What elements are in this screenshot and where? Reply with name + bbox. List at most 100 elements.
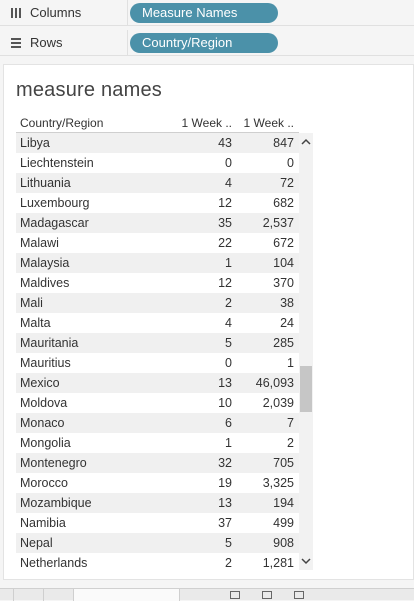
tab-nav-first[interactable] [0, 589, 14, 601]
chevron-up-icon[interactable] [299, 135, 313, 149]
table-row[interactable]: Namibia 37 499 [16, 513, 299, 533]
table-row[interactable]: Malawi 22 672 [16, 233, 299, 253]
cell-measure-1: 6 [225, 416, 232, 430]
vertical-scrollbar[interactable] [299, 133, 313, 570]
cell-country-region: Monaco [20, 416, 65, 430]
cell-measure-1: 0 [225, 356, 232, 370]
header-country-region[interactable]: Country/Region [20, 115, 104, 130]
cell-measure-1: 2 [225, 556, 232, 570]
table-row[interactable]: Netherlands 2 1,281 [16, 553, 299, 573]
cell-measure-2: 908 [273, 536, 294, 550]
rows-label: Rows [30, 35, 63, 50]
cell-measure-1: 4 [225, 316, 232, 330]
new-worksheet-icon[interactable] [230, 591, 240, 599]
tab-active-sheet[interactable] [74, 589, 180, 601]
table-row[interactable]: Monaco 6 7 [16, 413, 299, 433]
table-row[interactable]: Luxembourg 12 682 [16, 193, 299, 213]
cell-country-region: Luxembourg [20, 196, 90, 210]
cell-measure-1: 13 [218, 496, 232, 510]
cell-country-region: Lithuania [20, 176, 71, 190]
table-row[interactable]: Mauritania 5 285 [16, 333, 299, 353]
cell-measure-2: 0 [287, 156, 294, 170]
cell-measure-2: 194 [273, 496, 294, 510]
cell-country-region: Moldova [20, 396, 68, 410]
tab-nav-prev[interactable] [14, 589, 44, 601]
columns-shelf: Columns Measure Names [0, 0, 414, 26]
cell-measure-1: 35 [218, 216, 232, 230]
table-row[interactable]: Libya 43 847 [16, 133, 299, 153]
cell-measure-2: 72 [280, 176, 294, 190]
cell-measure-2: 705 [273, 456, 294, 470]
cell-country-region: Malta [20, 316, 51, 330]
table-row[interactable]: Madagascar 35 2,537 [16, 213, 299, 233]
cell-country-region: Mexico [20, 376, 60, 390]
table-row[interactable]: Mozambique 13 194 [16, 493, 299, 513]
table-body: Libya 43 847 Liechtenstein 0 0 Lithuania 4 72 Lux… [16, 133, 299, 573]
table-row[interactable]: Malta 4 24 [16, 313, 299, 333]
header-measure-1[interactable]: 1 Week .. [181, 115, 232, 130]
table-row[interactable]: Mexico 13 46,093 [16, 373, 299, 393]
cell-country-region: Mauritius [20, 356, 71, 370]
cell-measure-1: 43 [218, 136, 232, 150]
cell-measure-1: 12 [218, 276, 232, 290]
cell-measure-2: 38 [280, 296, 294, 310]
cell-measure-2: 370 [273, 276, 294, 290]
table-row[interactable]: Mauritius 0 1 [16, 353, 299, 373]
cell-country-region: Libya [20, 136, 50, 150]
table-row[interactable]: Nepal 5 908 [16, 533, 299, 553]
cell-measure-1: 2 [225, 296, 232, 310]
columns-icon [11, 7, 21, 18]
cell-country-region: Malaysia [20, 256, 70, 270]
tab-data-source[interactable] [44, 589, 74, 601]
table-row[interactable]: Maldives 12 370 [16, 273, 299, 293]
columns-label: Columns [30, 5, 82, 20]
table-row[interactable]: Liechtenstein 0 0 [16, 153, 299, 173]
cell-measure-1: 4 [225, 176, 232, 190]
sheet-title: measure names [16, 79, 162, 101]
header-measure-2[interactable]: 1 Week .. [243, 115, 294, 130]
table-row[interactable]: Mali 2 38 [16, 293, 299, 313]
cell-measure-1: 19 [218, 476, 232, 490]
cell-measure-2: 847 [273, 136, 294, 150]
rows-shelf: Rows Country/Region [0, 30, 414, 56]
cell-measure-2: 672 [273, 236, 294, 250]
cell-measure-2: 499 [273, 516, 294, 530]
cell-measure-1: 5 [225, 336, 232, 350]
cell-measure-2: 7 [287, 416, 294, 430]
scrollbar-thumb[interactable] [300, 366, 312, 412]
table-row[interactable]: Mongolia 1 2 [16, 433, 299, 453]
measure-names-pill[interactable]: Measure Names [130, 2, 278, 23]
table-row[interactable]: Lithuania 4 72 [16, 173, 299, 193]
cell-measure-2: 2,537 [262, 216, 294, 230]
table-row[interactable]: Morocco 19 3,325 [16, 473, 299, 493]
cell-measure-2: 46,093 [255, 376, 294, 390]
cell-country-region: Malawi [20, 236, 59, 250]
new-dashboard-icon[interactable] [262, 591, 272, 599]
cell-measure-2: 3,325 [262, 476, 294, 490]
cell-country-region: Mongolia [20, 436, 71, 450]
cell-country-region: Mali [20, 296, 43, 310]
new-story-icon[interactable] [294, 591, 304, 599]
cell-measure-1: 37 [218, 516, 232, 530]
cell-measure-1: 5 [225, 536, 232, 550]
cell-country-region: Netherlands [20, 556, 88, 570]
cell-country-region: Namibia [20, 516, 66, 530]
cell-measure-1: 12 [218, 196, 232, 210]
table-row[interactable]: Montenegro 32 705 [16, 453, 299, 473]
cell-measure-1: 13 [218, 376, 232, 390]
cell-country-region: Mauritania [20, 336, 79, 350]
table-row[interactable]: Moldova 10 2,039 [16, 393, 299, 413]
cell-measure-2: 2 [287, 436, 294, 450]
country-region-pill[interactable]: Country/Region [130, 32, 278, 53]
cell-measure-2: 1,281 [262, 556, 294, 570]
chevron-down-icon[interactable] [299, 554, 313, 568]
sheet-tabs-bar [0, 588, 414, 601]
cell-country-region: Liechtenstein [20, 156, 94, 170]
columns-shelf-label-area: Columns [0, 0, 128, 25]
cell-measure-2: 2,039 [262, 396, 294, 410]
cell-measure-2: 285 [273, 336, 294, 350]
table-row[interactable]: Malaysia 1 104 [16, 253, 299, 273]
table-header: Country/Region 1 Week .. 1 Week .. [16, 113, 299, 133]
cell-measure-1: 10 [218, 396, 232, 410]
cell-measure-1: 22 [218, 236, 232, 250]
